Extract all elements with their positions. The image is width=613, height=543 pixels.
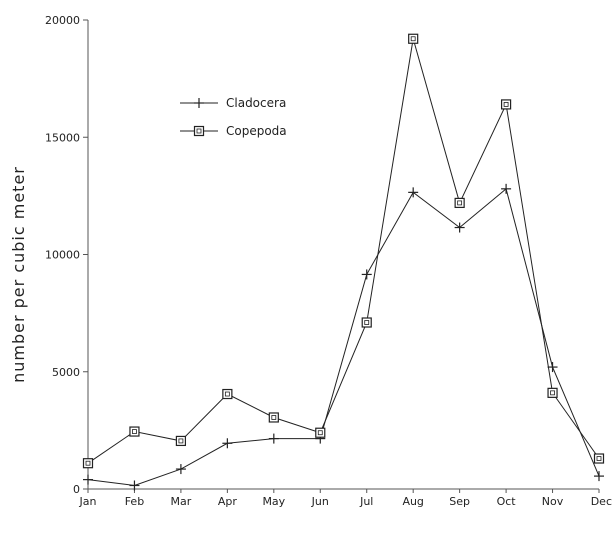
data-point-copepoda-inner bbox=[178, 438, 184, 444]
data-point-copepoda-inner bbox=[550, 390, 555, 396]
y-tick-label: 15000 bbox=[45, 131, 80, 144]
x-tick-label: Aug bbox=[402, 495, 423, 508]
data-point-cladocera bbox=[454, 222, 465, 233]
data-point-copepoda-inner bbox=[132, 429, 137, 434]
x-tick-label: Sep bbox=[449, 495, 470, 508]
data-point-copepoda bbox=[361, 317, 372, 328]
data-point-cladocera bbox=[129, 480, 140, 491]
series-copepoda bbox=[82, 33, 605, 469]
legend: Cladocera Copepoda bbox=[180, 96, 287, 138]
x-tick-label: Dec bbox=[591, 495, 612, 508]
data-point-copepoda bbox=[547, 387, 558, 398]
y-tick-label: 0 bbox=[73, 483, 80, 496]
x-tick-label: Jun bbox=[311, 495, 329, 508]
legend-item-copepoda: Copepoda bbox=[180, 124, 287, 138]
data-point-copepoda bbox=[129, 426, 140, 437]
x-tick-label: Nov bbox=[542, 495, 564, 508]
x-tick-label: Oct bbox=[497, 495, 517, 508]
series-line-copepoda bbox=[87, 38, 600, 464]
data-point-copepoda bbox=[593, 453, 605, 464]
y-axis-title: number per cubic meter bbox=[9, 166, 28, 383]
y-tick-label: 5000 bbox=[52, 366, 80, 379]
data-point-copepoda-inner bbox=[85, 460, 91, 466]
x-tick-label: May bbox=[262, 495, 285, 508]
data-point-copepoda bbox=[315, 427, 326, 438]
data-point-cladocera bbox=[83, 474, 93, 485]
x-tick-label: Mar bbox=[171, 495, 192, 508]
x-axis-ticks: Jan Feb Mar Apr May Jun Jul Aug Sep Oct Nov Dec bbox=[79, 489, 612, 508]
y-tick-label: 10000 bbox=[45, 249, 80, 262]
legend-marker-copepoda-inner bbox=[196, 128, 202, 134]
data-point-copepoda-inner bbox=[457, 200, 463, 206]
y-tick-label: 20000 bbox=[45, 14, 80, 27]
data-point-cladocera bbox=[361, 269, 372, 280]
data-point-copepoda bbox=[175, 435, 187, 447]
x-tick-label: Jul bbox=[359, 495, 373, 508]
series-line-cladocera bbox=[87, 187, 600, 486]
data-point-cladocera bbox=[408, 187, 419, 198]
legend-label: Cladocera bbox=[226, 96, 286, 110]
legend-item-cladocera: Cladocera bbox=[180, 96, 286, 110]
data-point-copepoda bbox=[408, 33, 419, 44]
x-tick-label: Apr bbox=[218, 495, 238, 508]
data-point-copepoda-inner bbox=[224, 391, 230, 397]
legend-label: Copepoda bbox=[226, 124, 287, 138]
data-point-cladocera bbox=[594, 471, 604, 482]
data-point-copepoda bbox=[500, 99, 512, 110]
data-point-copepoda-inner bbox=[410, 36, 416, 42]
data-point-copepoda bbox=[222, 388, 233, 400]
data-point-copepoda bbox=[82, 458, 94, 469]
series-layer bbox=[82, 33, 605, 491]
legend-marker-cladocera bbox=[194, 98, 204, 108]
series-cladocera bbox=[83, 183, 604, 491]
data-point-copepoda-inner bbox=[364, 320, 370, 325]
data-point-copepoda bbox=[454, 197, 465, 209]
data-point-cladocera bbox=[547, 362, 558, 373]
data-point-cladocera bbox=[268, 433, 279, 444]
data-point-copepoda-inner bbox=[271, 415, 277, 420]
data-point-cladocera bbox=[175, 464, 186, 475]
data-point-copepoda-inner bbox=[317, 430, 323, 436]
x-tick-label: Jan bbox=[79, 495, 97, 508]
data-point-copepoda-inner bbox=[503, 102, 509, 107]
chart-axes bbox=[87, 20, 599, 490]
x-tick-label: Feb bbox=[125, 495, 144, 508]
data-point-copepoda bbox=[268, 412, 279, 423]
y-axis-ticks: 0 5000 10000 15000 20000 bbox=[45, 14, 88, 496]
legend-marker-copepoda bbox=[193, 125, 205, 137]
data-point-cladocera bbox=[222, 438, 233, 449]
data-point-cladocera bbox=[501, 183, 512, 194]
data-point-copepoda-inner bbox=[596, 456, 602, 461]
